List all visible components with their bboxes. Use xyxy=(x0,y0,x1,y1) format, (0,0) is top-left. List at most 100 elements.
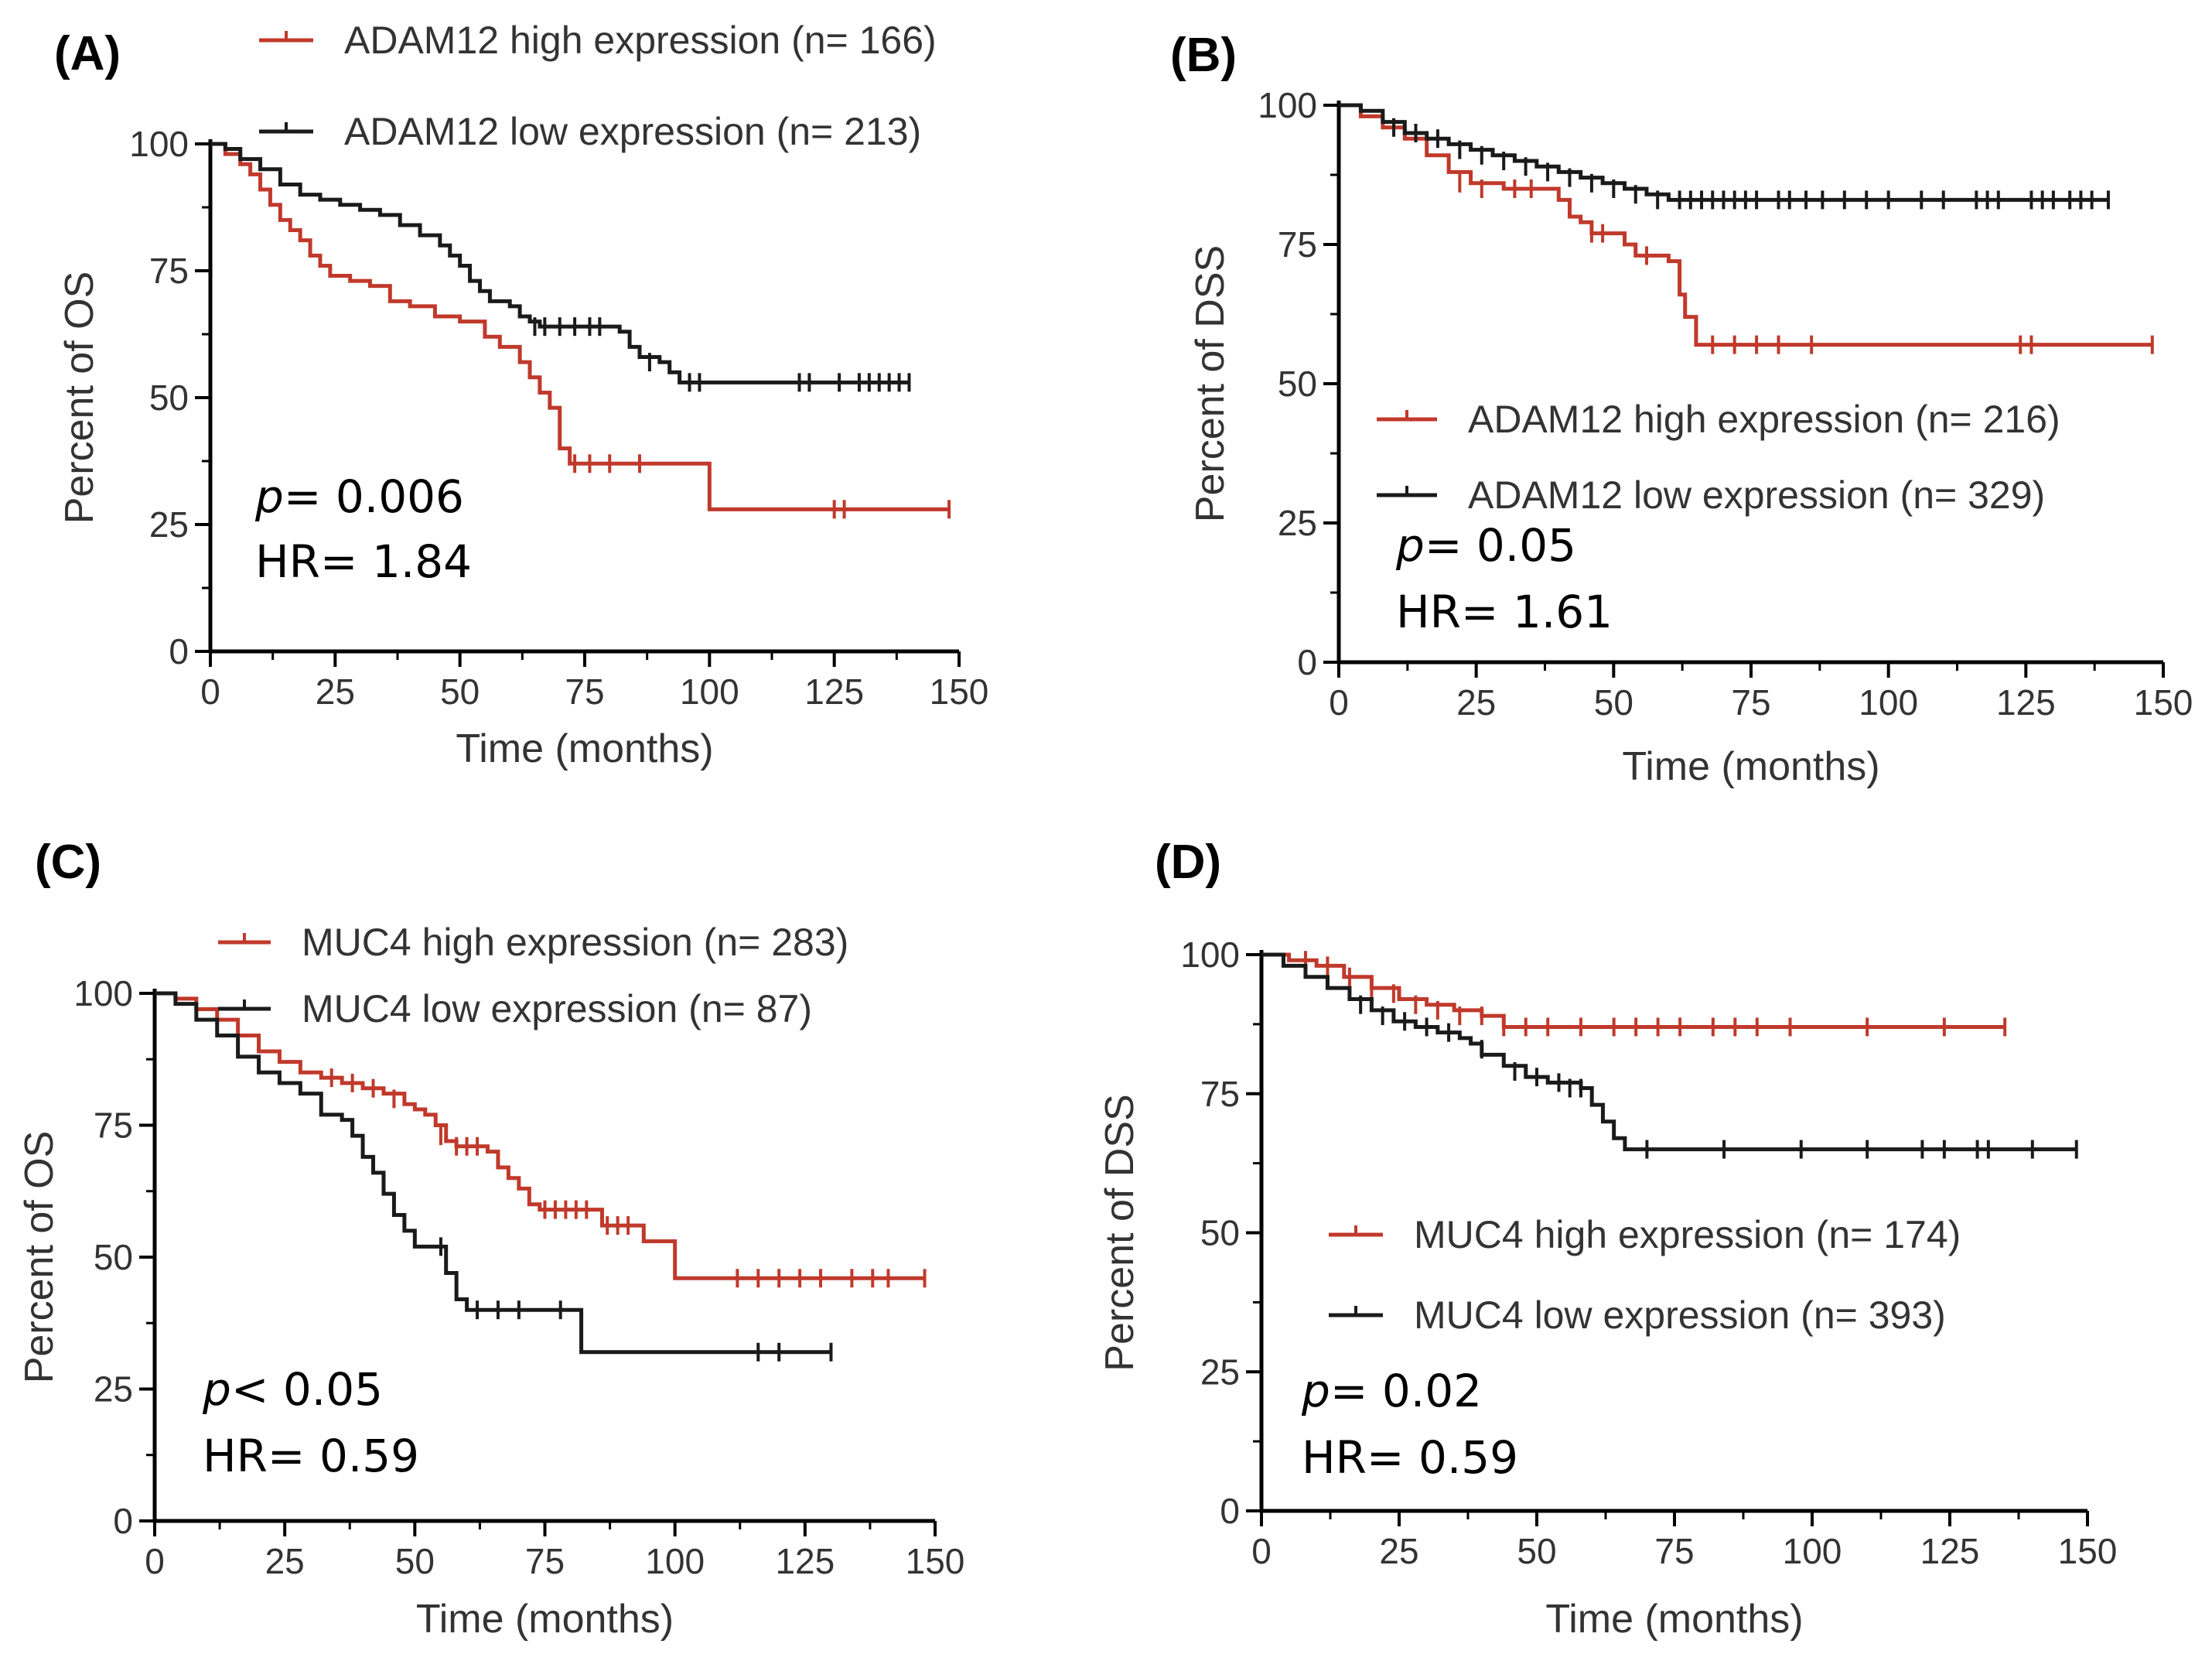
survival-curve xyxy=(1339,103,2108,202)
legend-entry: ADAM12 low expression (n= 213) xyxy=(259,110,921,153)
y-tick-label: 25 xyxy=(149,504,189,545)
x-tick-label: 75 xyxy=(1654,1531,1694,1571)
y-tick-label: 75 xyxy=(149,251,189,291)
x-tick-label: 125 xyxy=(775,1541,835,1581)
hazard-ratio: HR= 0.59 xyxy=(1302,1431,1518,1484)
y-axis-label: Percent of OS xyxy=(17,1131,62,1384)
panel-letter: (B) xyxy=(1170,29,1237,82)
hazard-ratio: HR= 1.61 xyxy=(1396,586,1613,638)
legend-entry: MUC4 high expression (n= 283) xyxy=(218,921,848,964)
x-tick-label: 75 xyxy=(525,1541,565,1581)
x-tick-label: 0 xyxy=(200,672,220,712)
legend-entry: MUC4 low expression (n= 393) xyxy=(1329,1293,1946,1337)
x-tick-label: 50 xyxy=(1517,1531,1556,1571)
legend-label: ADAM12 low expression (n= 329) xyxy=(1468,473,2045,517)
y-axis-label: Percent of OS xyxy=(57,272,102,525)
p-value-text: = 0.05 xyxy=(1425,519,1576,572)
x-axis-label: Time (months) xyxy=(1545,1597,1803,1642)
panel-c: (C) 0 25 50 75 100 125 150 0 25 50 75 100 Time (month… xyxy=(17,836,964,1642)
x-tick-label: 125 xyxy=(804,672,864,712)
legend-entry: ADAM12 high expression (n= 216) xyxy=(1377,398,2060,441)
series-low xyxy=(1261,952,2078,1159)
y-tick-label: 50 xyxy=(1278,364,1317,404)
x-axis-label: Time (months) xyxy=(416,1597,674,1642)
p-value-text: < 0.05 xyxy=(231,1363,383,1416)
hazard-ratio: HR= 1.84 xyxy=(255,535,472,588)
legend-label: MUC4 high expression (n= 283) xyxy=(302,921,848,964)
x-tick-label: 100 xyxy=(680,672,739,712)
panel-letter: (D) xyxy=(1155,836,1221,889)
series-low xyxy=(210,142,911,392)
legend-label: MUC4 low expression (n= 87) xyxy=(302,987,812,1030)
y-tick-label: 50 xyxy=(1200,1213,1240,1253)
y-tick-label: 0 xyxy=(1297,642,1317,682)
p-symbol: p xyxy=(1395,519,1425,572)
survival-curve xyxy=(155,991,831,1355)
y-tick-label: 0 xyxy=(113,1501,133,1541)
panel-a: (A) 0 25 50 75 100 125 150 0 25 50 75 100 Time (month… xyxy=(54,19,988,771)
x-tick-label: 150 xyxy=(2134,682,2193,723)
y-tick-label: 100 xyxy=(73,973,133,1013)
p-symbol: p xyxy=(254,470,284,523)
y-tick-label: 100 xyxy=(1180,935,1240,975)
y-tick-label: 75 xyxy=(94,1106,133,1146)
y-tick-label: 50 xyxy=(94,1237,133,1277)
series-low xyxy=(1339,103,2110,210)
x-tick-label: 100 xyxy=(645,1541,705,1581)
x-tick-label: 50 xyxy=(1594,682,1633,723)
x-tick-label: 100 xyxy=(1859,682,1918,723)
panel-d: (D) 0 25 50 75 100 125 150 0 25 50 75 100 Time (month… xyxy=(1097,836,2117,1642)
panel-letter: (A) xyxy=(54,27,121,80)
legend-label: ADAM12 low expression (n= 213) xyxy=(344,110,921,153)
x-tick-label: 25 xyxy=(265,1541,305,1581)
y-tick-label: 75 xyxy=(1278,224,1317,265)
legend-entry: MUC4 low expression (n= 87) xyxy=(218,987,812,1030)
panel-b: (B) 0 25 50 75 100 125 150 0 25 50 75 100 Time (month… xyxy=(1170,29,2193,789)
series-high xyxy=(210,142,951,519)
x-tick-label: 25 xyxy=(1456,682,1496,723)
x-tick-label: 0 xyxy=(1251,1531,1272,1571)
series-high xyxy=(1261,951,2007,1037)
y-tick-label: 25 xyxy=(94,1369,133,1410)
y-tick-label: 100 xyxy=(129,124,189,164)
p-value: p= 0.02 xyxy=(1301,1365,1482,1417)
survival-curve xyxy=(210,142,910,384)
x-tick-label: 125 xyxy=(1996,682,2056,723)
legend-label: ADAM12 high expression (n= 216) xyxy=(1468,398,2060,441)
x-tick-label: 100 xyxy=(1783,1531,1842,1571)
x-tick-label: 75 xyxy=(1731,682,1770,723)
p-symbol: p xyxy=(1301,1365,1330,1417)
y-tick-label: 100 xyxy=(1258,85,1317,125)
series-high xyxy=(1339,103,2154,354)
legend-entry: MUC4 high expression (n= 174) xyxy=(1329,1213,1961,1256)
series-high xyxy=(155,991,927,1288)
x-tick-label: 125 xyxy=(1920,1531,1980,1571)
y-tick-label: 25 xyxy=(1278,503,1317,543)
x-axis-label: Time (months) xyxy=(456,726,713,771)
legend-entry: ADAM12 low expression (n= 329) xyxy=(1377,473,2045,517)
x-tick-label: 150 xyxy=(2058,1531,2118,1571)
survival-curve xyxy=(210,142,950,511)
x-axis-label: Time (months) xyxy=(1622,744,1879,789)
series-low xyxy=(155,991,833,1362)
y-axis-label: Percent of DSS xyxy=(1188,245,1233,522)
p-value: p< 0.05 xyxy=(202,1363,383,1416)
panel-letter: (C) xyxy=(35,836,101,889)
p-symbol: p xyxy=(202,1363,231,1416)
y-tick-label: 0 xyxy=(169,631,189,672)
x-tick-label: 0 xyxy=(1329,682,1349,723)
y-tick-label: 50 xyxy=(149,378,189,418)
y-tick-label: 25 xyxy=(1200,1352,1240,1392)
y-tick-label: 0 xyxy=(1220,1491,1240,1531)
x-tick-label: 75 xyxy=(565,672,604,712)
legend-label: MUC4 low expression (n= 393) xyxy=(1414,1293,1946,1337)
x-tick-label: 150 xyxy=(906,1541,965,1581)
x-tick-label: 25 xyxy=(316,672,355,712)
x-tick-label: 50 xyxy=(395,1541,435,1581)
legend-entry: ADAM12 high expression (n= 166) xyxy=(259,19,937,62)
p-value: p= 0.05 xyxy=(1395,519,1576,572)
p-value-text: = 0.006 xyxy=(284,470,464,523)
x-tick-label: 0 xyxy=(145,1541,165,1581)
x-tick-label: 25 xyxy=(1379,1531,1418,1571)
